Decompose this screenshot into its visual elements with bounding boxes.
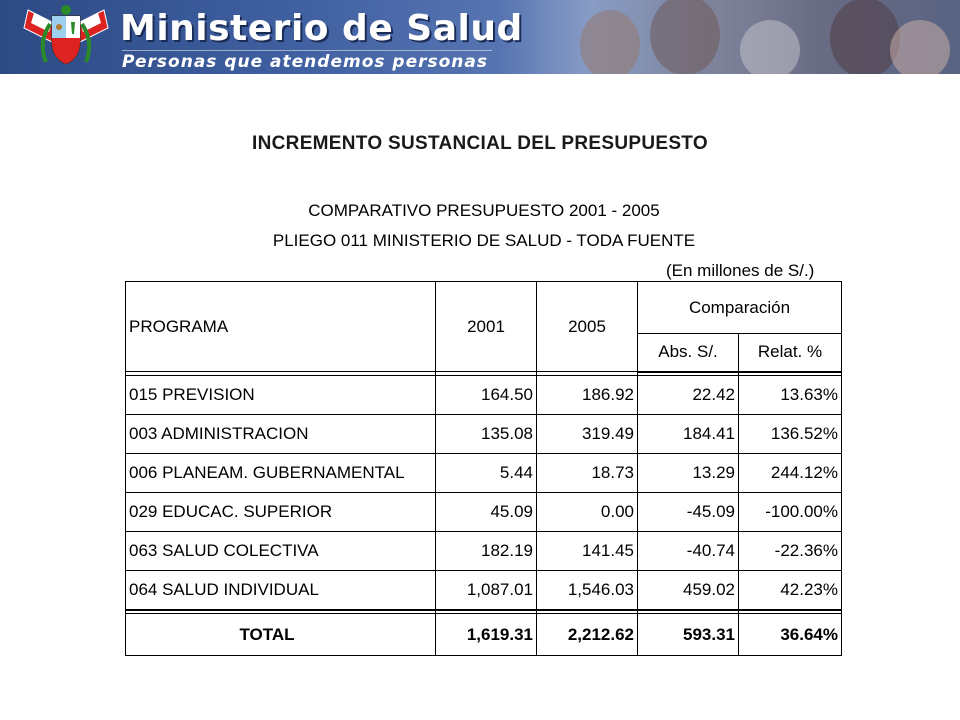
total-row: TOTAL 1,619.31 2,212.62 593.31 36.64%	[125, 613, 842, 656]
cell-rel: -100.00%	[738, 492, 842, 532]
cell-rel: 136.52%	[738, 414, 842, 454]
header-row-1: PROGRAMA 2001 2005 Comparación	[125, 281, 842, 372]
header-2001: 2001	[435, 281, 537, 372]
cell-rel: 13.63%	[738, 375, 842, 415]
page-title: INCREMENTO SUSTANCIAL DEL PRESUPUESTO	[252, 133, 708, 154]
cell-abs: 184.41	[637, 414, 739, 454]
cell-total-abs: 593.31	[637, 613, 739, 656]
cell-total-label: TOTAL	[125, 613, 436, 656]
cell-2001: 135.08	[435, 414, 537, 454]
header-row-2: Abs. S/. Relat. %	[126, 333, 842, 373]
header-abs: Abs. S/.	[637, 333, 739, 373]
banner-photo	[500, 0, 960, 74]
table-row: 015 PREVISION 164.50 186.92 22.42 13.63%	[125, 375, 842, 415]
cell-2001: 45.09	[435, 492, 537, 532]
cell-abs: -45.09	[637, 492, 739, 532]
cell-2005: 0.00	[536, 492, 638, 532]
table-row: 006 PLANEAM. GUBERNAMENTAL 5.44 18.73 13…	[125, 453, 842, 493]
cell-2005: 141.45	[536, 531, 638, 571]
cell-2001: 1,087.01	[435, 570, 537, 611]
cell-rel: 42.23%	[738, 570, 842, 611]
header-programa: PROGRAMA	[125, 281, 436, 372]
header-rel: Relat. %	[738, 333, 842, 373]
cell-programa: 015 PREVISION	[125, 375, 436, 415]
cell-abs: 459.02	[637, 570, 739, 611]
cell-2005: 18.73	[536, 453, 638, 493]
table-row: 003 ADMINISTRACION 135.08 319.49 184.41 …	[125, 414, 842, 454]
banner-divider	[122, 50, 492, 51]
cell-2005: 1,546.03	[536, 570, 638, 611]
cell-total-rel: 36.64%	[738, 613, 842, 656]
cell-total-2005: 2,212.62	[536, 613, 638, 656]
header-2005: 2005	[536, 281, 638, 372]
cell-2001: 182.19	[435, 531, 537, 571]
cell-total-2001: 1,619.31	[435, 613, 537, 656]
header-banner: Ministerio de Salud Personas que atendem…	[0, 0, 960, 74]
cell-abs: 13.29	[637, 453, 739, 493]
table-title: COMPARATIVO PRESUPUESTO 2001 - 2005	[308, 201, 660, 220]
table-row: 029 EDUCAC. SUPERIOR 45.09 0.00 -45.09 -…	[125, 492, 842, 532]
unit-note: (En millones de S/.)	[666, 261, 815, 280]
cell-programa: 006 PLANEAM. GUBERNAMENTAL	[125, 453, 436, 493]
cell-abs: 22.42	[637, 375, 739, 415]
table-row: 063 SALUD COLECTIVA 182.19 141.45 -40.74…	[125, 531, 842, 571]
cell-abs: -40.74	[637, 531, 739, 571]
cell-programa: 063 SALUD COLECTIVA	[125, 531, 436, 571]
cell-2005: 319.49	[536, 414, 638, 454]
cell-programa: 003 ADMINISTRACION	[125, 414, 436, 454]
cell-2005: 186.92	[536, 375, 638, 415]
cell-programa: 029 EDUCAC. SUPERIOR	[125, 492, 436, 532]
cell-rel: 244.12%	[738, 453, 842, 493]
banner-title: Ministerio de Salud	[120, 8, 523, 49]
cell-2001: 164.50	[435, 375, 537, 415]
peru-coat-of-arms-logo	[23, 5, 109, 65]
banner-subtitle: Personas que atendemos personas	[122, 52, 488, 72]
cell-rel: -22.36%	[738, 531, 842, 571]
table-subtitle: PLIEGO 011 MINISTERIO DE SALUD - TODA FU…	[272, 231, 696, 250]
budget-table: PROGRAMA 2001 2005 Comparación Abs. S/. …	[125, 281, 842, 656]
header-comparacion: Comparación	[637, 281, 842, 334]
cell-2001: 5.44	[435, 453, 537, 493]
cell-programa: 064 SALUD INDIVIDUAL	[125, 570, 436, 611]
table-row: 064 SALUD INDIVIDUAL 1,087.01 1,546.03 4…	[125, 570, 842, 611]
